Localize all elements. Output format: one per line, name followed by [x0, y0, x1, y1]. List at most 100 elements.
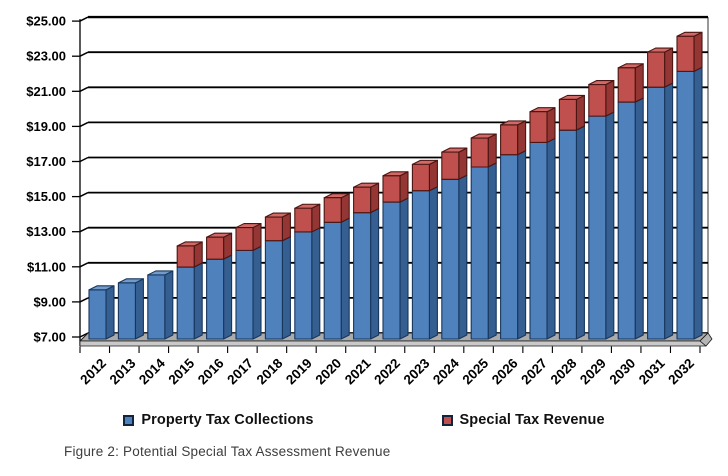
bar-2030-special-tax-side [634, 63, 644, 103]
bar-2028-special-tax [558, 98, 577, 131]
bar-2013-property-tax [117, 282, 136, 340]
y-axis-tick-label: $17.00 [26, 154, 66, 169]
y-axis-tick-label: $7.00 [33, 330, 66, 345]
legend-item-property-tax: Property Tax Collections [123, 412, 313, 428]
bar-2014-property-tax-side [164, 270, 174, 340]
bar-2016-property-tax-side [223, 254, 233, 340]
bar-2026-property-tax [500, 154, 519, 340]
bar-2015 [176, 241, 203, 340]
bar-2018-special-tax [264, 216, 283, 242]
bar-2021-special-tax-side [370, 182, 380, 214]
bar-2020 [323, 193, 350, 340]
x-axis-label: 2015 [165, 355, 197, 387]
bar-2022-property-tax-side [399, 197, 409, 340]
bar-2017 [235, 223, 262, 340]
bar-2028-property-tax-side [575, 125, 585, 340]
x-axis-label: 2014 [136, 355, 168, 387]
y-axis-tick-label: $11.00 [27, 259, 66, 274]
x-axis-label: 2025 [459, 355, 491, 387]
y-axis-tick-label: $13.00 [26, 224, 66, 239]
bar-2021-special-tax [353, 186, 372, 214]
bar-2012-property-tax [88, 289, 107, 340]
x-axis-label: 2028 [548, 355, 580, 387]
bar-2019-special-tax-side [311, 203, 321, 233]
bar-2018-special-tax-side [281, 212, 291, 242]
bar-2016-property-tax [206, 258, 225, 340]
bar-2028-special-tax-side [575, 94, 585, 131]
bar-2018-property-tax [264, 240, 283, 340]
x-axis-label: 2019 [283, 356, 315, 388]
x-axis-label: 2032 [665, 356, 697, 388]
bar-2030-property-tax [617, 101, 636, 340]
x-axis-label: 2026 [489, 355, 521, 387]
x-axis-label: 2013 [107, 355, 139, 387]
bar-2030 [617, 63, 644, 340]
y-axis-tick-label: $21.00 [26, 84, 66, 99]
bar-2030-property-tax-side [634, 97, 644, 340]
bar-2022-property-tax [382, 201, 401, 340]
x-axis-label: 2029 [577, 356, 609, 388]
bar-2026-special-tax [500, 124, 519, 156]
bar-2019 [294, 203, 321, 340]
x-axis-label: 2022 [371, 356, 403, 388]
tax-revenue-3d-bar-chart: $7.00 $9.00 $11.00 $13.00 $15.00 $17.00 $19.00… [26, 14, 713, 388]
x-axis-label: 2023 [401, 355, 433, 387]
bar-2021-property-tax-side [370, 208, 380, 340]
y-axis-tick-label: $25.00 [26, 14, 66, 29]
bar-2027-property-tax [529, 141, 548, 340]
x-axis-label: 2017 [224, 356, 256, 388]
bar-2026-special-tax-side [517, 120, 527, 156]
legend-item-special-tax: Special Tax Revenue [441, 412, 605, 428]
bar-2022-special-tax [382, 175, 401, 203]
bar-2020-property-tax-side [340, 217, 350, 340]
property-tax-legend-label: Property Tax Collections [141, 412, 314, 428]
bar-2025-property-tax-side [487, 162, 497, 340]
bar-2030-special-tax [617, 67, 636, 103]
bar-2032 [676, 31, 703, 340]
bar-2024-property-tax-side [458, 174, 468, 340]
y-axis-tick-label: $15.00 [26, 189, 66, 204]
bar-2027-special-tax-side [546, 107, 556, 143]
bar-2016-special-tax [206, 236, 225, 260]
bar-2013 [117, 278, 144, 340]
bar-2012-property-tax-top [88, 285, 115, 291]
bar-2032-special-tax-side [693, 31, 703, 72]
bar-2015-property-tax [176, 266, 195, 340]
y-axis-tick-label: $9.00 [33, 294, 66, 309]
bar-2031-property-tax [647, 86, 666, 340]
bar-2024 [441, 147, 468, 340]
bar-2024-special-tax-side [458, 147, 468, 180]
bar-2025-special-tax-side [487, 133, 497, 168]
bar-2015-property-tax-side [193, 262, 203, 340]
x-axis-label: 2012 [77, 356, 109, 388]
bar-2029-special-tax [588, 83, 607, 117]
bar-2029-special-tax-side [605, 79, 615, 117]
bar-2014-property-tax-top [147, 270, 174, 276]
gridline-2300 [72, 51, 708, 57]
bar-2013-property-tax-top [117, 278, 144, 284]
x-axis-label: 2021 [342, 355, 374, 387]
bar-2027-property-tax-side [546, 137, 556, 340]
x-axis-label: 2020 [312, 356, 344, 388]
bar-2032-property-tax [676, 70, 695, 340]
bar-2031-special-tax-side [664, 47, 674, 88]
bar-2032-special-tax [676, 35, 695, 72]
bar-2016 [206, 232, 233, 340]
chart-floor-front [79, 340, 707, 347]
x-axis-label: 2024 [430, 355, 462, 387]
bar-2014 [147, 270, 174, 340]
bar-2032-property-tax-side [693, 66, 703, 340]
bar-2020-special-tax-side [340, 193, 350, 223]
bar-2014-property-tax [147, 274, 166, 340]
special-tax-legend-swatch [441, 414, 453, 426]
x-axis-label: 2030 [606, 356, 638, 388]
bar-2025 [470, 133, 497, 340]
bar-2025-property-tax [470, 166, 489, 340]
bar-2026-property-tax-side [517, 150, 527, 340]
bar-2020-property-tax [323, 221, 342, 340]
special-tax-legend-label: Special Tax Revenue [459, 412, 605, 428]
bar-2028 [558, 94, 585, 340]
bar-2027-special-tax [529, 111, 548, 143]
bar-2031-property-tax-side [664, 82, 674, 340]
